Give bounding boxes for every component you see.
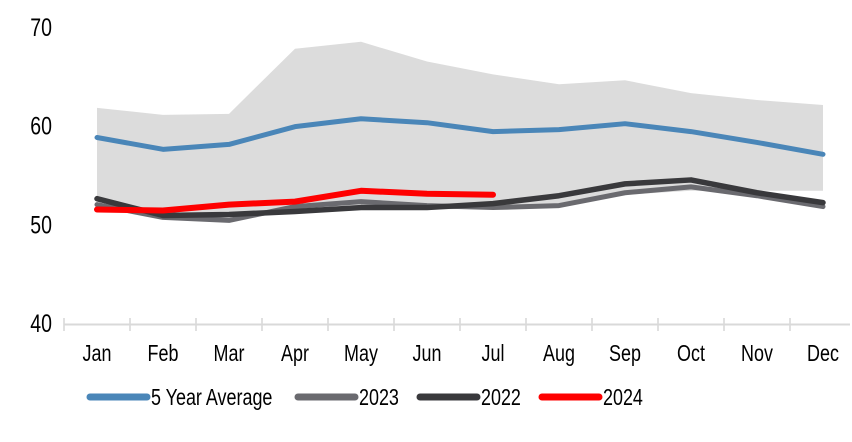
x-tick-label: Jun [413, 340, 442, 366]
legend-label-2022: 2022 [481, 384, 521, 410]
x-tick-label: Feb [148, 340, 179, 366]
x-tick-label: Sep [609, 340, 641, 366]
x-tick-label: Oct [677, 340, 705, 366]
y-tick-label: 50 [30, 211, 52, 239]
x-tick-label: Mar [214, 340, 245, 366]
x-tick-label: Aug [543, 340, 575, 366]
legend-label-2023: 2023 [359, 384, 399, 410]
series-line-5-year-average [94, 116, 826, 157]
x-tick-label: Jan [83, 340, 112, 366]
series-line-2024 [94, 187, 496, 214]
x-tick-label: Jul [482, 340, 505, 366]
y-tick-label: 40 [30, 310, 52, 338]
legend-label-2024: 2024 [603, 384, 643, 410]
y-tick-label: 70 [30, 14, 52, 42]
x-tick-label: Dec [807, 340, 839, 366]
series-line-2022 [94, 177, 826, 219]
x-tick-label: Nov [741, 340, 773, 366]
legend-label-5-year-average: 5 Year Average [151, 384, 272, 410]
y-tick-label: 60 [30, 113, 52, 141]
x-tick-label: May [344, 340, 378, 366]
x-tick-label: Apr [281, 340, 309, 366]
five-year-range-band [97, 41, 823, 221]
